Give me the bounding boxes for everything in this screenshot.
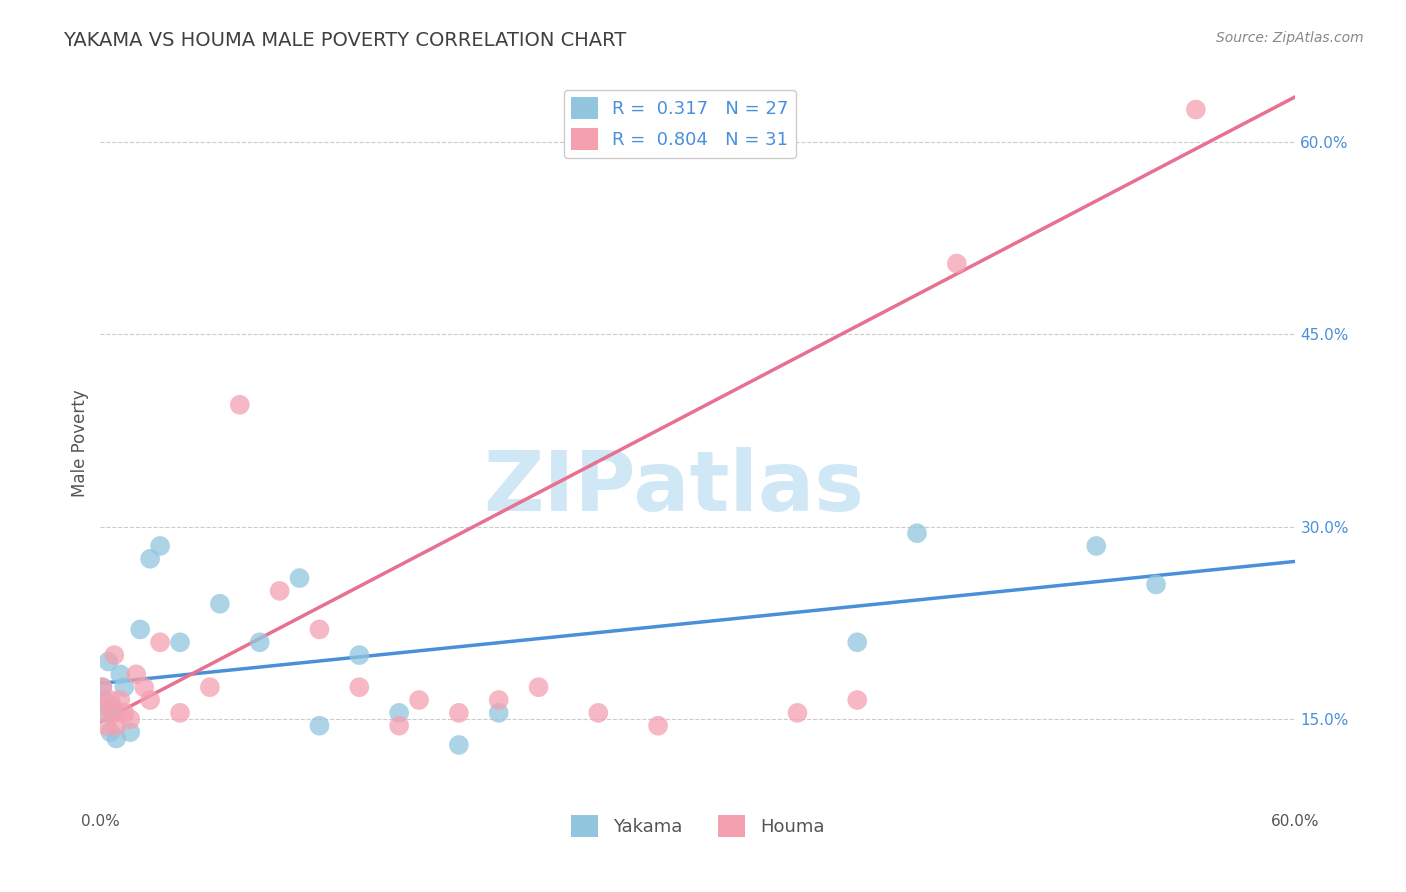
Point	[103, 648, 125, 662]
Point	[308, 623, 330, 637]
Point	[488, 693, 510, 707]
Point	[1144, 577, 1167, 591]
Point	[112, 680, 135, 694]
Point	[1185, 103, 1208, 117]
Point	[288, 571, 311, 585]
Point	[388, 719, 411, 733]
Point	[149, 539, 172, 553]
Legend: Yakama, Houma: Yakama, Houma	[564, 807, 831, 844]
Point	[588, 706, 610, 720]
Point	[408, 693, 430, 707]
Point	[103, 706, 125, 720]
Text: Source: ZipAtlas.com: Source: ZipAtlas.com	[1216, 31, 1364, 45]
Point	[208, 597, 231, 611]
Point	[139, 693, 162, 707]
Point	[96, 706, 118, 720]
Point	[447, 738, 470, 752]
Point	[129, 623, 152, 637]
Point	[786, 706, 808, 720]
Point	[101, 699, 124, 714]
Point	[946, 256, 969, 270]
Point	[169, 635, 191, 649]
Point	[198, 680, 221, 694]
Point	[98, 725, 121, 739]
Point	[97, 655, 120, 669]
Point	[527, 680, 550, 694]
Point	[110, 667, 132, 681]
Point	[93, 699, 115, 714]
Point	[846, 635, 869, 649]
Point	[349, 680, 371, 694]
Point	[308, 719, 330, 733]
Point	[269, 583, 291, 598]
Point	[139, 551, 162, 566]
Point	[488, 706, 510, 720]
Point	[125, 667, 148, 681]
Point	[96, 719, 118, 733]
Point	[647, 719, 669, 733]
Y-axis label: Male Poverty: Male Poverty	[72, 390, 89, 497]
Point	[349, 648, 371, 662]
Point	[105, 731, 128, 746]
Point	[1085, 539, 1108, 553]
Point	[149, 635, 172, 649]
Text: YAKAMA VS HOUMA MALE POVERTY CORRELATION CHART: YAKAMA VS HOUMA MALE POVERTY CORRELATION…	[63, 31, 627, 50]
Point	[447, 706, 470, 720]
Point	[846, 693, 869, 707]
Point	[249, 635, 271, 649]
Point	[91, 680, 114, 694]
Point	[169, 706, 191, 720]
Point	[388, 706, 411, 720]
Point	[105, 719, 128, 733]
Point	[134, 680, 156, 694]
Point	[98, 693, 121, 707]
Point	[110, 693, 132, 707]
Text: ZIPatlas: ZIPatlas	[484, 447, 865, 528]
Point	[120, 712, 142, 726]
Point	[112, 706, 135, 720]
Point	[91, 680, 114, 694]
Point	[120, 725, 142, 739]
Point	[93, 693, 115, 707]
Point	[905, 526, 928, 541]
Point	[229, 398, 252, 412]
Point	[101, 706, 124, 720]
